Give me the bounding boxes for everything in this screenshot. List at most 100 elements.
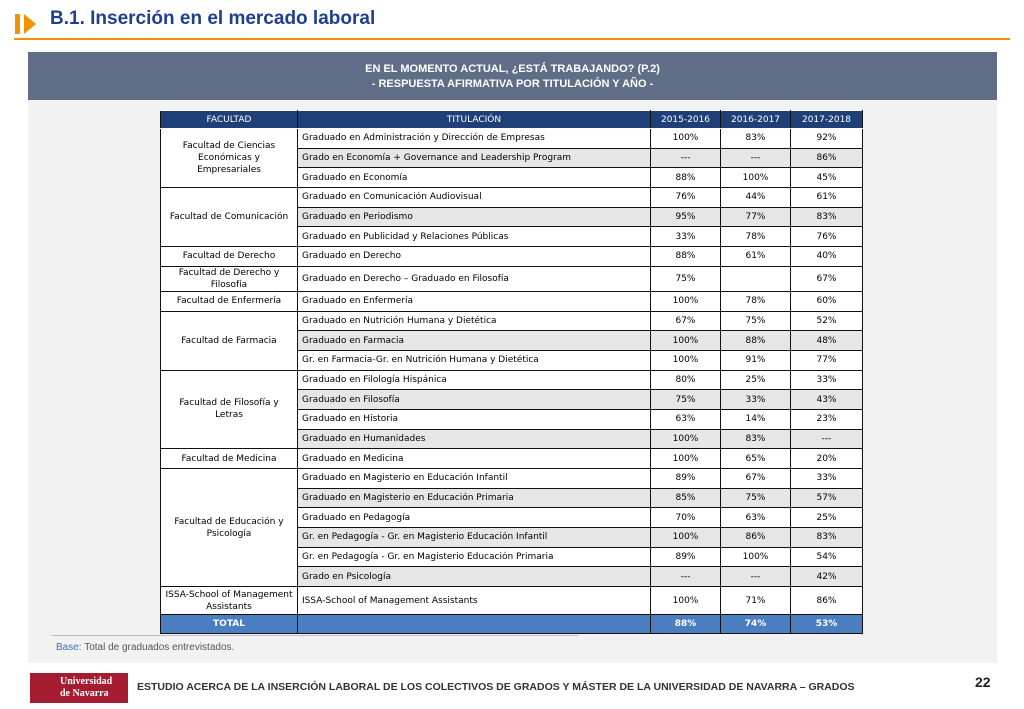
degree-cell: Gr. en Pedagogía - Gr. en Magisterio Edu… xyxy=(297,546,651,568)
value-cell: 75% xyxy=(720,310,791,332)
value-cell: 88% xyxy=(650,246,721,267)
row: Gr. en Pedagogía - Gr. en Magisterio Edu… xyxy=(161,546,863,568)
row: Facultad de Educación y Psicología Gradua… xyxy=(160,467,863,588)
row: Grado en Psicología --- --- 42% xyxy=(161,566,863,588)
row: Facultad de Farmacia Graduado en Nutrició… xyxy=(160,310,863,371)
value-cell: 75% xyxy=(650,389,721,410)
value-cell: 57% xyxy=(790,487,863,509)
value-cell: 63% xyxy=(650,408,721,430)
value-cell: 91% xyxy=(720,349,791,371)
value-cell: 45% xyxy=(790,167,863,189)
row: Graduado en Periodismo 95% 77% 83% xyxy=(161,206,863,228)
degree-cell: Graduado en Filología Hispánica xyxy=(297,369,651,391)
value-cell: 100% xyxy=(720,167,791,189)
faculty-cell: Facultad de Derecho xyxy=(160,246,298,267)
value-cell: 14% xyxy=(720,408,791,430)
value-cell: 88% xyxy=(720,330,791,351)
value-cell: 52% xyxy=(790,310,863,332)
value-cell: 33% xyxy=(650,226,721,248)
value-cell: 43% xyxy=(790,389,863,410)
value-cell: --- xyxy=(650,566,721,588)
degree-cell: Graduado en Farmacia xyxy=(297,330,651,351)
page-number: 22 xyxy=(975,674,991,690)
value-cell: 78% xyxy=(720,226,791,248)
value-cell: 63% xyxy=(720,507,791,529)
row: Facultad de Ciencias Económicas y Empres… xyxy=(160,127,863,189)
value-cell: 86% xyxy=(790,147,863,169)
value-cell: 100% xyxy=(650,527,721,548)
value-cell: 89% xyxy=(650,468,721,489)
value-cell: 100% xyxy=(650,448,721,469)
value-cell: 67% xyxy=(650,310,721,332)
total-blank xyxy=(297,614,651,635)
degree-cell: Graduado en Magisterio en Educación Prim… xyxy=(297,487,651,509)
row: Facultad de Comunicación Graduado en Comu… xyxy=(160,187,863,248)
value-cell: 67% xyxy=(720,468,791,489)
row: Facultad de Filosofía y Letras Graduado e… xyxy=(160,369,863,450)
row: Graduado en Filosofía 75% 33% 43% xyxy=(161,389,863,410)
degree-cell: Graduado en Humanidades xyxy=(297,428,651,450)
value-cell: 100% xyxy=(650,330,721,351)
degree-cell: Graduado en Publicidad y Relaciones Públ… xyxy=(297,226,651,248)
degree-cell: Grado en Economía + Governance and Leade… xyxy=(297,147,651,169)
row: Graduado en Pedagogía 70% 63% 25% xyxy=(161,507,863,529)
value-cell: --- xyxy=(720,566,791,588)
value-cell: 76% xyxy=(790,226,863,248)
title: B.1. Inserción en el mercado laboral xyxy=(50,8,376,29)
degree-cell: Gr. en Farmacia-Gr. en Nutrición Humana … xyxy=(297,349,651,371)
degree-cell: Gr. en Pedagogía - Gr. en Magisterio Edu… xyxy=(297,527,651,548)
column-header: TITULACIÓN xyxy=(297,110,651,129)
value-cell: 100% xyxy=(650,428,721,450)
value-cell: 44% xyxy=(720,187,791,208)
icon-bar xyxy=(15,14,20,34)
faculty-cell: Facultad de Educación y Psicología xyxy=(160,467,298,588)
value-cell: 23% xyxy=(790,408,863,430)
value-cell: 61% xyxy=(790,187,863,208)
total-value: 53% xyxy=(790,614,863,635)
value-cell: 89% xyxy=(650,546,721,568)
degree-cell: Graduado en Derecho – Graduado en Filoso… xyxy=(297,265,651,292)
faculty-cell: Facultad de Medicina xyxy=(160,448,298,469)
faculty-cell: Facultad de Ciencias Económicas y Empres… xyxy=(160,127,298,189)
degree-cell: Grado en Psicología xyxy=(297,566,651,588)
row: Graduado en Publicidad y Relaciones Públ… xyxy=(161,226,863,248)
row: Graduado en Historia 63% 14% 23% xyxy=(161,408,863,430)
value-cell: 33% xyxy=(720,389,791,410)
value-cell: 100% xyxy=(650,349,721,371)
value-cell: 86% xyxy=(720,527,791,548)
base-note: Base: Total de graduados entrevistados. xyxy=(56,642,234,653)
value-cell: --- xyxy=(790,428,863,450)
divider xyxy=(52,635,578,636)
header-decor xyxy=(14,14,1010,40)
value-cell: 71% xyxy=(720,586,791,616)
degree-cell: Graduado en Economía xyxy=(297,167,651,189)
total-value: 74% xyxy=(720,614,791,635)
value-cell: 77% xyxy=(720,206,791,228)
value-cell: --- xyxy=(650,147,721,169)
value-cell: 54% xyxy=(790,546,863,568)
logo: Universidad de Navarra xyxy=(30,673,128,703)
base-label: Base: xyxy=(56,642,82,653)
degree-cell: Graduado en Filosofía xyxy=(297,389,651,410)
value-cell: 100% xyxy=(720,546,791,568)
value-cell: 70% xyxy=(650,507,721,529)
column-header: 2016-2017 xyxy=(720,110,791,129)
value-cell: 85% xyxy=(650,487,721,509)
column-header: 2015-2016 xyxy=(650,110,721,129)
value-cell: 83% xyxy=(790,527,863,548)
faculty-cell: Facultad de Filosofía y Letras xyxy=(160,369,298,450)
value-cell: 40% xyxy=(790,246,863,267)
value-cell: 20% xyxy=(790,448,863,469)
degree-cell: Graduado en Derecho xyxy=(297,246,651,267)
value-cell: 83% xyxy=(720,128,791,149)
faculty-cell: Facultad de Comunicación xyxy=(160,187,298,248)
header-row: FACULTAD TITULACIÓN 2015-2016 2016-2017 2017… xyxy=(160,110,863,129)
degree-cell: Graduado en Pedagogía xyxy=(297,507,651,529)
row: Graduado en Magisterio en Educación Prim… xyxy=(161,487,863,509)
value-cell: 92% xyxy=(790,128,863,149)
degree-cell: Graduado en Comunicación Audiovisual xyxy=(297,187,651,208)
table: FACULTAD TITULACIÓN 2015-2016 2016-2017 2017… xyxy=(160,110,863,635)
row: Gr. en Farmacia-Gr. en Nutrición Humana … xyxy=(161,349,863,371)
row: ISSA-School of Management Assistants ISSA… xyxy=(160,586,863,616)
